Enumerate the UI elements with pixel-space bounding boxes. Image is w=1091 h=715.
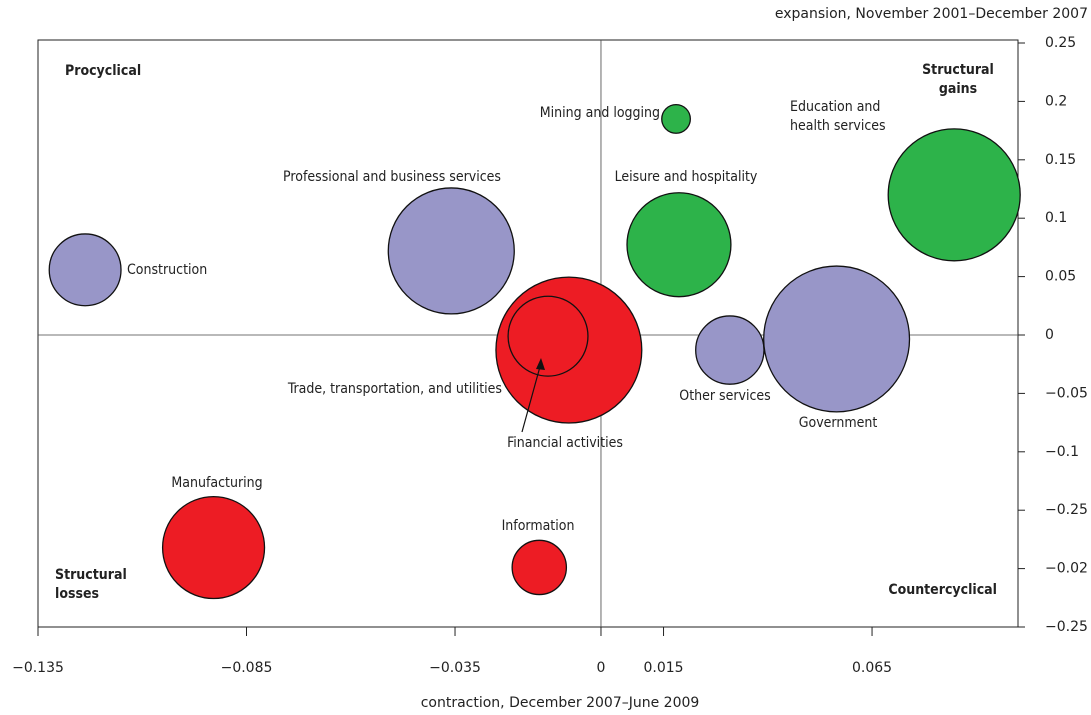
y-tick-label: 0.15 <box>1045 152 1076 168</box>
point-label: Professional and business services <box>283 169 501 185</box>
arrow-line <box>521 362 542 433</box>
x-tick-label: 0.065 <box>852 660 892 676</box>
y-tick-label: −0.25 <box>1045 502 1088 518</box>
bubble <box>763 265 911 413</box>
y-tick-label: −0.1 <box>1045 444 1079 460</box>
point-label: Mining and logging <box>539 105 660 121</box>
bubble <box>48 233 122 307</box>
x-tick-label: −0.085 <box>221 660 273 676</box>
x-tick-label: −0.035 <box>429 660 481 676</box>
bubble <box>887 128 1021 262</box>
y-tick-label: 0.25 <box>1045 35 1076 51</box>
bubble <box>387 187 515 315</box>
y-tick-label: 0.1 <box>1045 210 1067 226</box>
point-label: Trade, transportation, and utilities <box>287 381 502 397</box>
quadrant-label: Structural gains <box>922 62 994 97</box>
y-tick-label: 0.2 <box>1045 93 1067 109</box>
plot-frame <box>37 39 1019 628</box>
point-label: Other services <box>679 388 771 404</box>
y-tick-label: 0.05 <box>1045 269 1076 285</box>
y-tick-label: −0.25 <box>1045 619 1088 635</box>
bubble <box>626 192 732 298</box>
y-axis-label: expansion, November 2001–December 2007 <box>775 6 1088 22</box>
point-label: Government <box>798 415 878 431</box>
quadrant-label: Countercyclical <box>888 582 997 598</box>
bubble <box>161 495 266 600</box>
x-axis-label: contraction, December 2007–June 2009 <box>421 695 700 711</box>
arrow-head <box>536 358 545 370</box>
point-label: Financial activities <box>507 435 623 451</box>
y-tick-label: −0.05 <box>1045 385 1088 401</box>
x-tick-label: 0.015 <box>643 660 683 676</box>
point-label: Construction <box>127 262 208 278</box>
quadrant-label: Procyclical <box>65 63 142 79</box>
bubble <box>511 539 568 596</box>
bubble <box>661 103 691 134</box>
quadrant-label: Structural losses <box>55 567 127 602</box>
y-tick-label: 0 <box>1045 327 1054 343</box>
bubble <box>507 295 589 377</box>
point-label: Manufacturing <box>171 475 263 491</box>
point-label: Information <box>501 518 575 534</box>
point-label: Leisure and hospitality <box>614 169 758 185</box>
point-label: Education and health services <box>790 99 886 134</box>
bubble <box>695 315 765 385</box>
y-tick-label: −0.02 <box>1045 561 1088 577</box>
x-tick-label: 0 <box>597 660 606 676</box>
x-tick-label: −0.135 <box>12 660 64 676</box>
